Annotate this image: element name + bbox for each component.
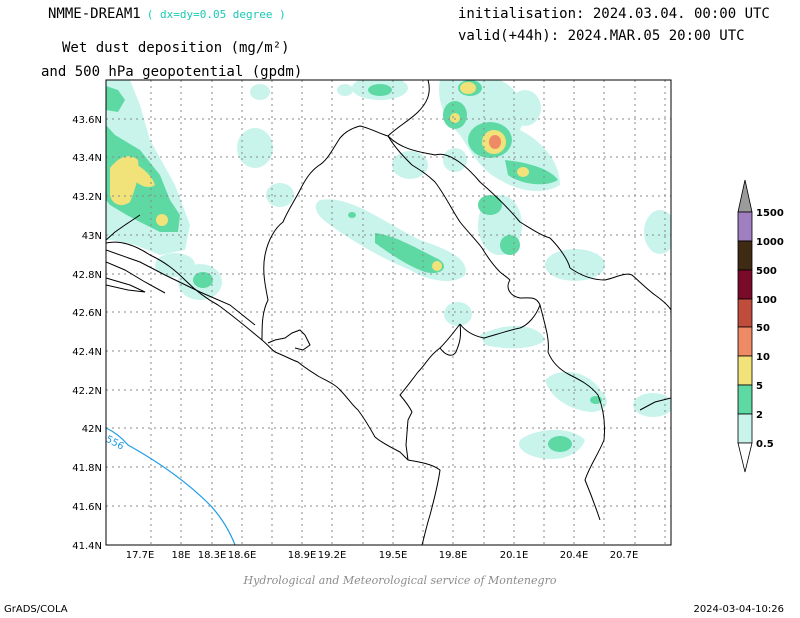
colorbar-top-arrow (737, 179, 753, 213)
lon-label: 19.5E (379, 550, 408, 561)
software-label: GrADS/COLA (4, 604, 68, 615)
lat-label: 41.4N (72, 541, 102, 552)
map-grid (106, 80, 671, 545)
lat-label: 43.2N (72, 192, 102, 203)
colorbar-label: 10 (756, 352, 770, 363)
colorbar-label: 2 (756, 410, 763, 421)
valid-time: valid(+44h): 2024.MAR.05 20:00 UTC (458, 28, 745, 44)
colorbar-label: 1000 (756, 237, 784, 248)
colorbar-label: 50 (756, 323, 770, 334)
lat-label: 42.4N (72, 347, 102, 358)
colorbar-bottom-arrow (737, 442, 753, 473)
model-name-text: NMME-DREAM1 (48, 6, 141, 22)
lat-axis: 43.6N 43.4N 43.2N 43N 42.8N 42.6N 42.4N … (72, 115, 102, 552)
lon-label: 20.4E (560, 550, 589, 561)
colorbar-label: 5 (756, 381, 763, 392)
lat-label: 43.4N (72, 153, 102, 164)
lat-label: 43.6N (72, 115, 102, 126)
lon-axis: 17.7E 18E 18.3E 18.6E 18.9E 19.2E 19.5E … (126, 550, 639, 561)
lon-label: 18E (171, 550, 190, 561)
lat-label: 42.6N (72, 308, 102, 319)
colorbar-bin (737, 269, 753, 300)
colorbar-bin (737, 326, 753, 357)
lat-label: 42.2N (72, 386, 102, 397)
colorbar-label: 1500 (756, 208, 784, 219)
lon-label: 18.6E (228, 550, 257, 561)
lat-label: 43N (82, 231, 102, 242)
colorbar-label: 0.5 (756, 439, 774, 450)
map-title-line2: and 500 hPa geopotential (gpdm) (41, 64, 303, 80)
contour-label-556: 556 (104, 434, 126, 453)
lon-label: 17.7E (126, 550, 155, 561)
colorbar-label: 500 (756, 266, 777, 277)
lat-label: 41.8N (72, 463, 102, 474)
geopotential-contour (106, 427, 236, 545)
generation-timestamp: 2024-03-04-10:26 (693, 604, 784, 615)
lon-label: 19.8E (439, 550, 468, 561)
resolution-label: ( dx=dy=0.05 degree ) (146, 8, 286, 21)
lon-label: 19.2E (318, 550, 347, 561)
lat-label: 41.6N (72, 502, 102, 513)
model-name: NMME-DREAM1 ( dx=dy=0.05 degree ) (48, 6, 286, 22)
colorbar-bin (737, 384, 753, 415)
lon-label: 20.7E (610, 550, 639, 561)
colorbar-label: 100 (756, 295, 777, 306)
colorbar-bin (737, 211, 753, 242)
map-frame (105, 79, 672, 546)
colorbar-bin (737, 355, 753, 386)
lon-label: 18.9E (288, 550, 317, 561)
lat-label: 42.8N (72, 270, 102, 281)
colorbar: 1500 1000 500 100 50 10 5 2 0.5 (737, 179, 784, 473)
lat-label: 42N (82, 424, 102, 435)
colorbar-bin (737, 413, 753, 444)
deposition-field (106, 80, 671, 460)
colorbar-bin (737, 298, 753, 328)
colorbar-bin (737, 240, 753, 271)
lon-label: 18.3E (198, 550, 227, 561)
initialisation-time: initialisation: 2024.03.04. 00:00 UTC (458, 6, 770, 22)
borders-coastline (106, 80, 671, 545)
map-title-line1: Wet dust deposition (mg/m²) (62, 40, 290, 56)
lon-label: 20.1E (500, 550, 529, 561)
credit-line: Hydrological and Meteorological service … (243, 574, 557, 587)
